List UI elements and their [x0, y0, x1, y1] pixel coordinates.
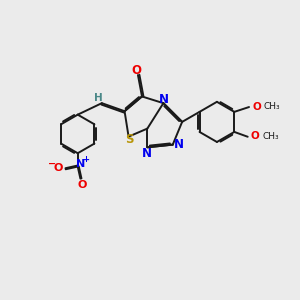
Text: H: H — [94, 93, 103, 103]
Text: CH₃: CH₃ — [264, 102, 280, 111]
Text: O: O — [252, 101, 261, 112]
Text: N: N — [174, 138, 184, 151]
Text: N: N — [159, 93, 169, 106]
Text: O: O — [53, 163, 63, 173]
Text: N: N — [76, 159, 86, 169]
Text: S: S — [125, 133, 134, 146]
Text: N: N — [142, 147, 152, 160]
Text: O: O — [77, 180, 86, 190]
Text: −: − — [48, 158, 56, 168]
Text: O: O — [132, 64, 142, 77]
Text: CH₃: CH₃ — [262, 132, 279, 141]
Text: +: + — [82, 154, 89, 164]
Text: O: O — [251, 131, 260, 141]
